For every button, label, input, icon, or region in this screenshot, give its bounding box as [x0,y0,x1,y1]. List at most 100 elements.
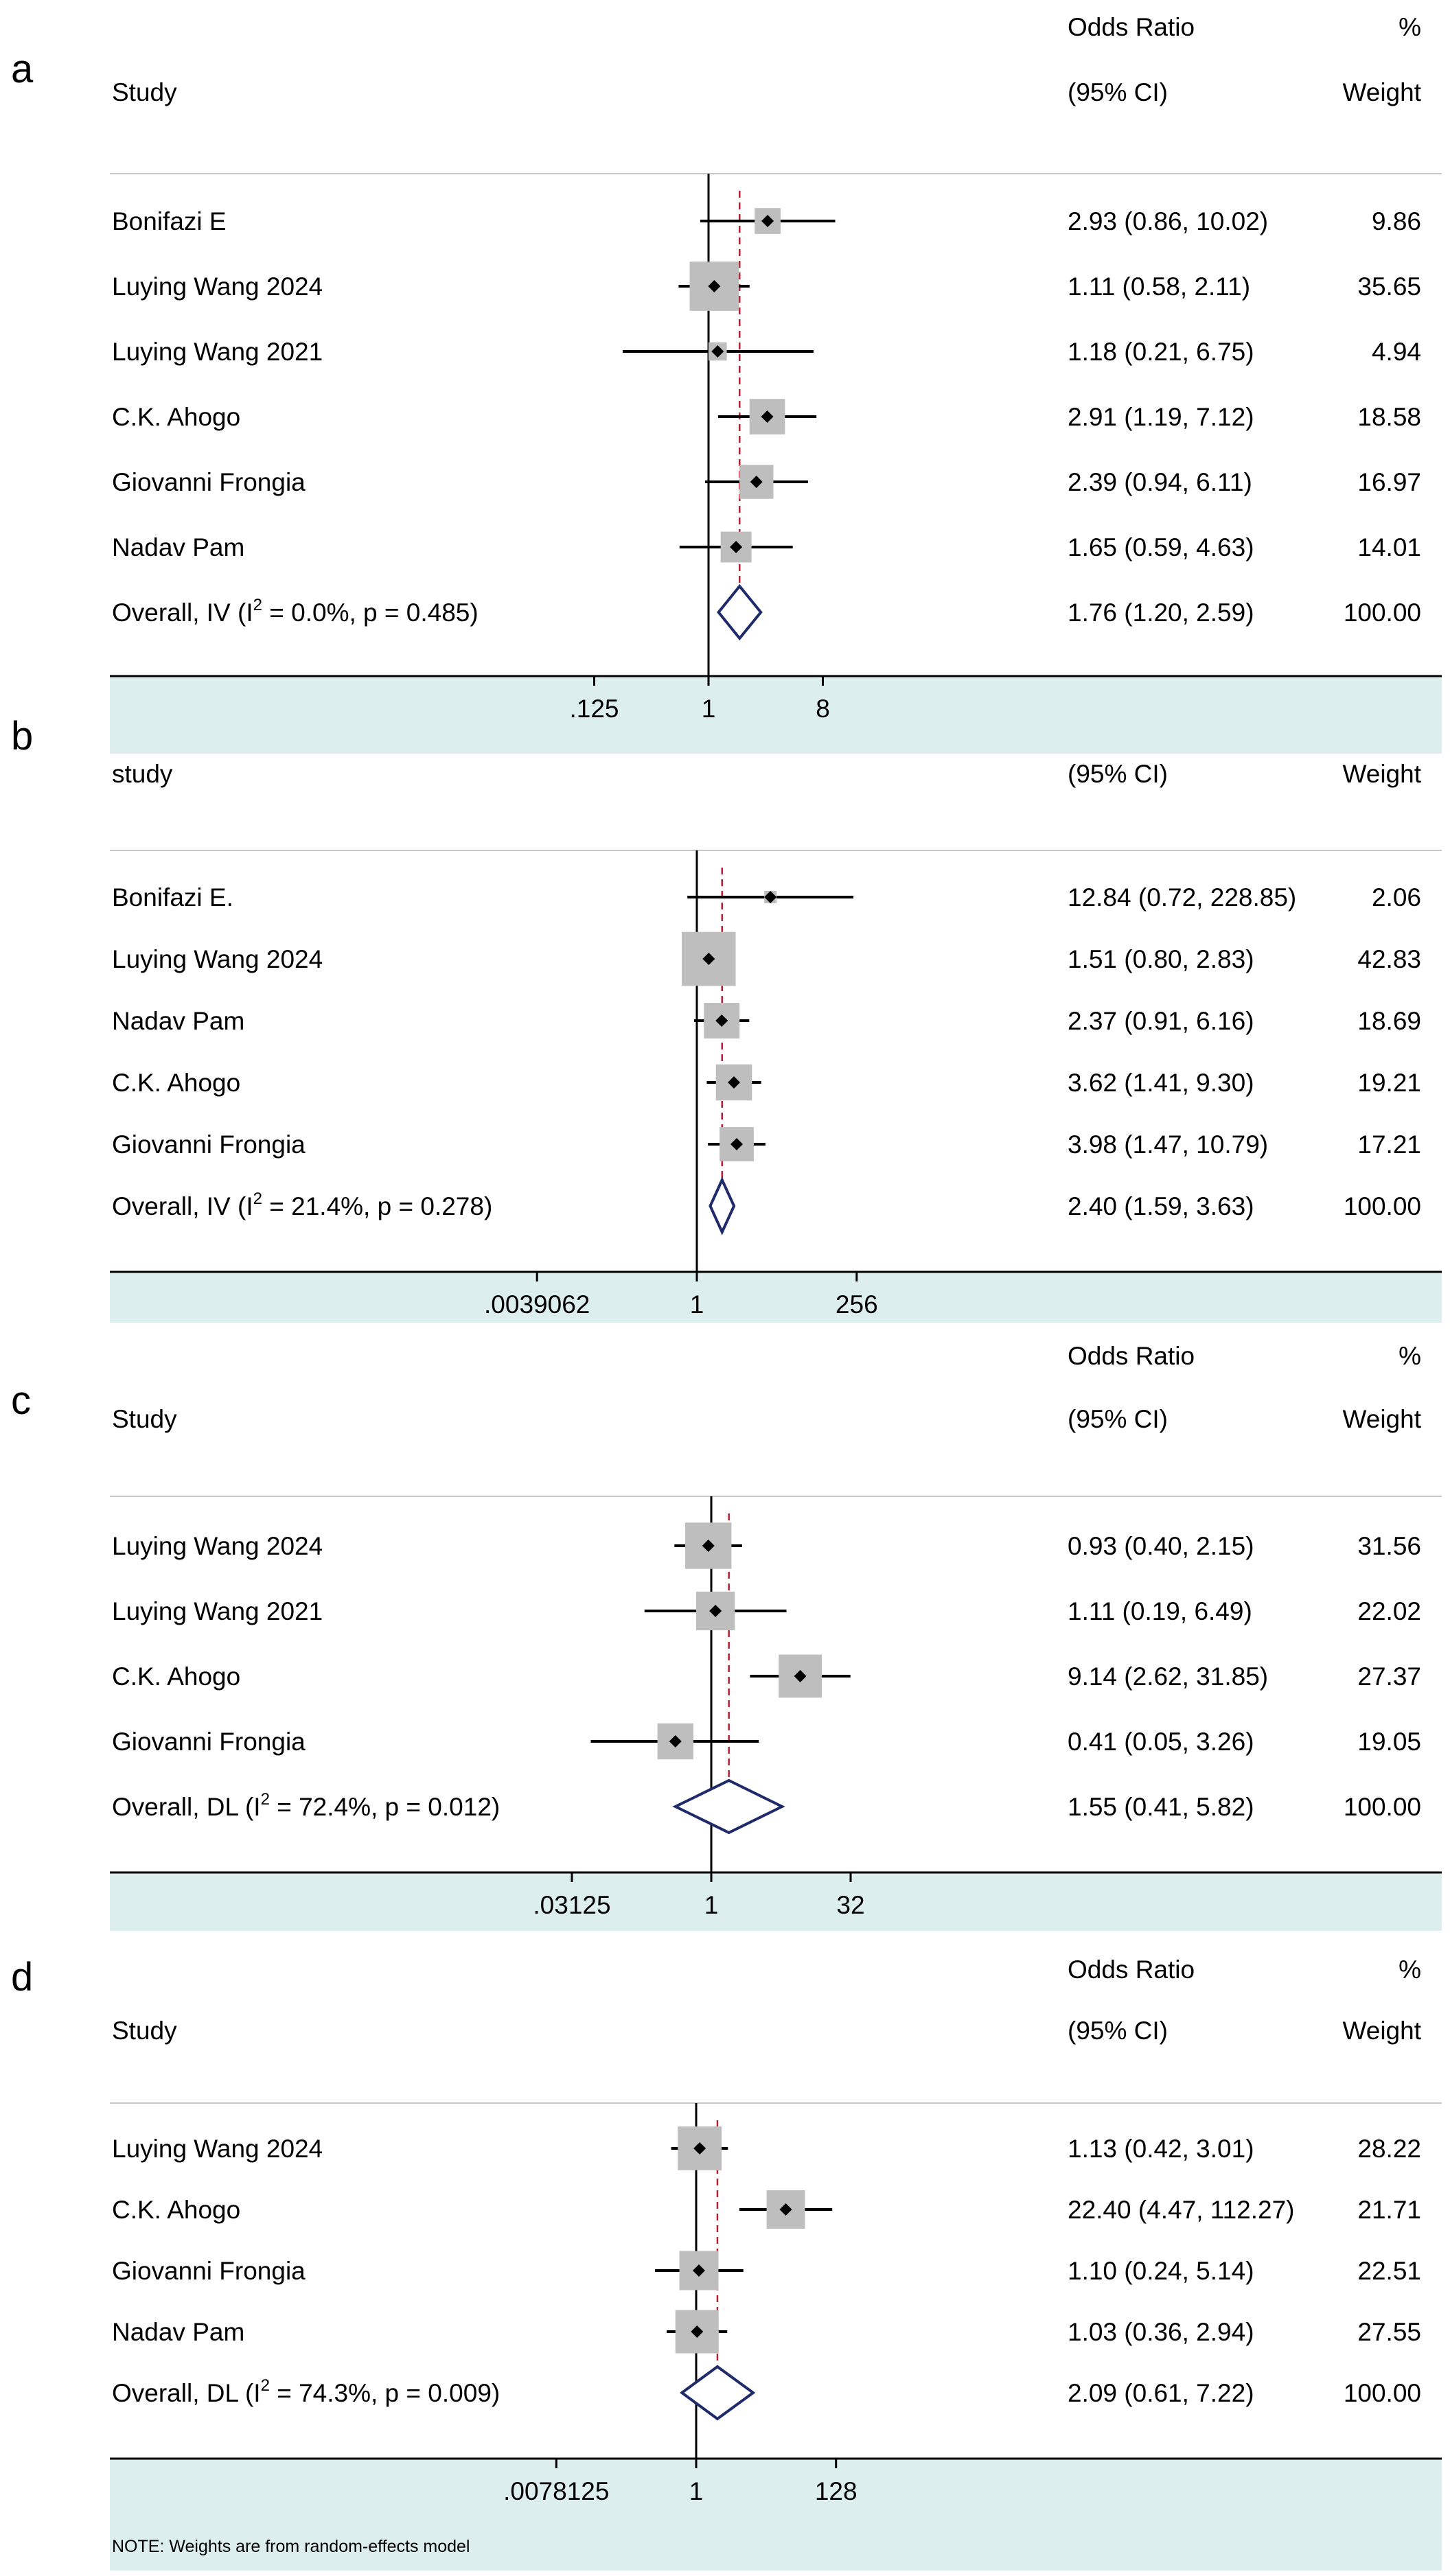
study-ci-text: 0.93 (0.40, 2.15) [1068,1532,1254,1560]
overall-ci-text: 1.76 (1.20, 2.59) [1068,599,1254,627]
x-tick-label: 256 [836,1290,878,1319]
study-name: C.K. Ahogo [112,1662,240,1691]
point-estimate [779,2203,792,2216]
x-tick-label: 1 [702,695,716,723]
study-ci-text: 3.98 (1.47, 10.79) [1068,1130,1268,1159]
study-weight: 35.65 [1357,272,1421,301]
overall-label-prefix: Overall, IV (I [112,1192,253,1220]
overall-weight: 100.00 [1344,599,1421,627]
point-estimate [761,410,774,423]
point-estimate [708,280,721,292]
overall-diamond [709,1176,736,1235]
study-weight: 19.21 [1357,1069,1421,1097]
study-weight: 28.22 [1357,2135,1421,2163]
overall-label-suffix: = 0.0%, p = 0.485) [262,599,479,627]
study-ci-text: 2.91 (1.19, 7.12) [1068,403,1254,431]
footnote: NOTE: Weights are from random-effects mo… [112,2537,470,2556]
study-name: Luying Wang 2024 [112,945,323,973]
overall-row: Overall, DL (I2 = 74.3%, p = 0.009) 2.09 … [112,2365,1421,2421]
study-row: Bonifazi E. 12.84 (0.72, 228.85) 2.06 [112,883,1421,912]
forest-panel-c: c Odds Ratio % Study (95% CI) Weight Luying Wa… [11,1342,1442,1931]
overall-row: Overall, DL (I2 = 72.4%, p = 0.012) 1.55 … [112,1778,1421,1835]
study-name: Nadav Pam [112,533,244,561]
study-weight: 14.01 [1357,533,1421,561]
study-weight: 17.21 [1357,1130,1421,1159]
header-percent: % [1399,1956,1421,1984]
study-row: Bonifazi E 2.93 (0.86, 10.02) 9.86 [112,207,1421,235]
panel-letter: c [11,1378,31,1423]
overall-label-prefix: Overall, DL (I [112,2379,261,2407]
header-weight: Weight [1343,1405,1422,1433]
study-weight: 4.94 [1372,338,1421,366]
study-name: Giovanni Frongia [112,1728,306,1756]
study-weight: 2.06 [1372,883,1421,912]
point-estimate [702,953,715,965]
study-row: C.K. Ahogo 3.62 (1.41, 9.30) 19.21 [112,1064,1421,1101]
study-row: Luying Wang 2024 1.11 (0.58, 2.11) 35.65 [112,262,1421,311]
overall-diamond [679,2365,756,2421]
point-estimate [730,541,743,553]
header-study: study [112,760,173,788]
study-row: Giovanni Frongia 0.41 (0.05, 3.26) 19.05 [112,1723,1421,1760]
study-ci-text: 9.14 (2.62, 31.85) [1068,1662,1268,1691]
header-percent: % [1399,1342,1421,1370]
study-weight: 9.86 [1372,207,1421,235]
study-ci-text: 12.84 (0.72, 228.85) [1068,883,1296,912]
overall-label: Overall, IV (I2 = 21.4%, p = 0.278) [112,1190,492,1220]
study-ci-text: 1.18 (0.21, 6.75) [1068,338,1254,366]
overall-ci-text: 2.40 (1.59, 3.63) [1068,1192,1254,1220]
study-ci-text: 2.37 (0.91, 6.16) [1068,1007,1254,1035]
study-weight: 18.58 [1357,403,1421,431]
overall-label-suffix: = 72.4%, p = 0.012) [270,1793,500,1821]
x-tick-label: .03125 [533,1891,610,1919]
overall-weight: 100.00 [1344,1793,1421,1821]
x-tick-label: .0039062 [484,1290,590,1319]
overall-diamond [717,583,763,641]
point-estimate [715,1014,728,1027]
study-row: Luying Wang 2024 1.13 (0.42, 3.01) 28.22 [112,2126,1421,2170]
point-estimate [711,345,724,358]
x-tick-label: 1 [690,1290,704,1319]
overall-ci-text: 2.09 (0.61, 7.22) [1068,2379,1254,2407]
study-name: Luying Wang 2021 [112,338,323,366]
overall-row: Overall, IV (I2 = 0.0%, p = 0.485) 1.76 (… [112,583,1421,641]
study-weight: 18.69 [1357,1007,1421,1035]
point-estimate [730,1138,743,1150]
forest-panel-d: d Odds Ratio % Study (95% CI) Weight Luying Wa… [11,1955,1442,2571]
header-ci: (95% CI) [1068,78,1168,106]
study-weight: 19.05 [1357,1728,1421,1756]
panel-letter: b [11,714,33,758]
study-name: Giovanni Frongia [112,2257,306,2285]
study-ci-text: 0.41 (0.05, 3.26) [1068,1728,1254,1756]
overall-row: Overall, IV (I2 = 21.4%, p = 0.278) 2.40 … [112,1176,1421,1235]
study-ci-text: 1.11 (0.58, 2.11) [1068,272,1250,301]
header-weight: Weight [1343,78,1422,106]
study-name: Giovanni Frongia [112,1130,306,1159]
overall-label-superscript: 2 [261,2376,270,2395]
study-ci-text: 1.11 (0.19, 6.49) [1068,1597,1252,1625]
overall-label-prefix: Overall, IV (I [112,599,253,627]
header-odds-ratio: Odds Ratio [1068,13,1195,41]
study-weight: 21.71 [1357,2196,1421,2224]
study-name: Luying Wang 2024 [112,2135,323,2163]
study-name: Nadav Pam [112,1007,244,1035]
study-row: Nadav Pam 1.65 (0.59, 4.63) 14.01 [112,531,1421,563]
overall-diamond [672,1778,785,1835]
study-ci-text: 3.62 (1.41, 9.30) [1068,1069,1254,1097]
overall-weight: 100.00 [1344,1192,1421,1220]
forest-panel-a: a Odds Ratio % Study (95% CI) Weight Bonifazi … [11,13,1442,754]
x-tick-label: 32 [836,1891,864,1919]
study-ci-text: 1.51 (0.80, 2.83) [1068,945,1254,973]
study-name: Luying Wang 2021 [112,1597,323,1625]
study-weight: 27.37 [1357,1662,1421,1691]
point-estimate [691,2325,704,2338]
point-estimate [761,215,774,227]
panel-letter: d [11,1955,33,1999]
study-weight: 22.02 [1357,1597,1421,1625]
study-ci-text: 1.65 (0.59, 4.63) [1068,533,1254,561]
study-ci-text: 1.13 (0.42, 3.01) [1068,2135,1254,2163]
x-tick-label: 1 [704,1891,719,1919]
point-estimate [702,1540,715,1552]
study-ci-text: 1.10 (0.24, 5.14) [1068,2257,1254,2285]
